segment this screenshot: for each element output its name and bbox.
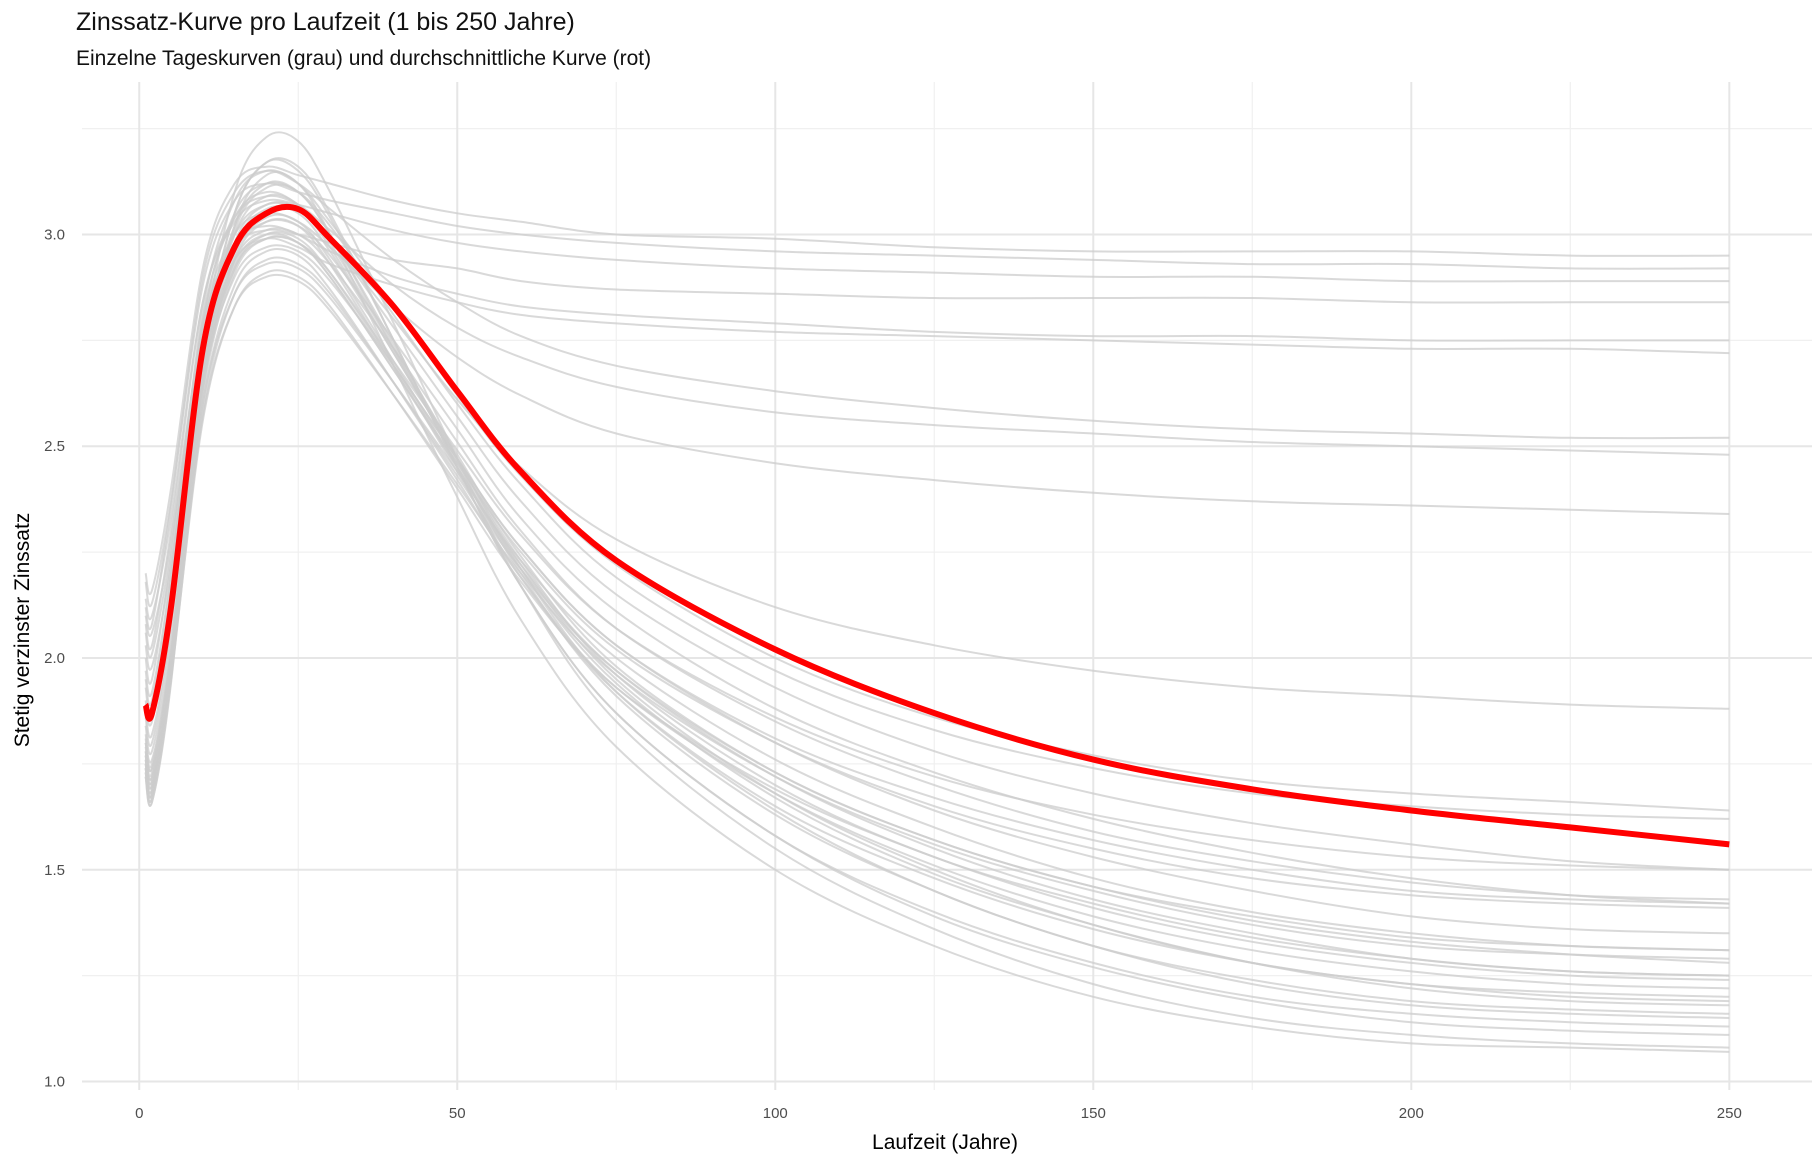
x-tick-label: 100 <box>763 1105 788 1122</box>
daily-curve-line <box>144 131 1730 1049</box>
x-tick-label: 150 <box>1081 1105 1106 1122</box>
x-tick-label: 250 <box>1717 1105 1742 1122</box>
daily-curve-line <box>144 165 1730 595</box>
daily-curve-line <box>144 169 1730 631</box>
x-tick-label: 50 <box>449 1105 466 1122</box>
y-tick-label: 2.0 <box>44 650 65 667</box>
daily-curve-line <box>144 273 1730 960</box>
average-curve-group <box>142 203 1730 848</box>
daily-curves <box>144 131 1730 1053</box>
daily-curve-line <box>144 198 1730 621</box>
daily-curve-line <box>144 200 1730 977</box>
major-gridlines <box>82 82 1812 1090</box>
x-tick-label: 0 <box>135 1105 143 1122</box>
daily-curve-line <box>144 190 1730 710</box>
average-curve-line <box>142 203 1730 848</box>
x-axis-title: Laufzeit (Jahre) <box>872 1131 1018 1154</box>
chart-title: Zinssatz-Kurve pro Laufzeit (1 bis 250 J… <box>76 8 575 36</box>
y-tick-label: 2.5 <box>44 438 65 455</box>
daily-curve-line <box>144 269 1730 981</box>
daily-curve-line <box>144 182 1730 608</box>
y-axis-ticks: 1.0 1.5 2.0 2.5 3.0 <box>44 226 65 1090</box>
y-tick-label: 1.5 <box>44 862 65 879</box>
y-axis-title: Stetig verzinster Zinssatz <box>11 513 34 748</box>
x-axis-ticks: 0 50 100 150 200 250 <box>135 1105 1742 1122</box>
daily-curve-line <box>144 217 1730 998</box>
y-tick-label: 3.0 <box>44 226 65 243</box>
daily-curve-line <box>144 247 1730 990</box>
daily-curve-line <box>144 193 1730 952</box>
daily-curve-line <box>144 171 1730 1053</box>
daily-curve-line <box>144 194 1730 651</box>
daily-curve-line <box>144 218 1730 905</box>
y-tick-label: 1.0 <box>44 1074 65 1091</box>
daily-curve-line <box>144 256 1730 964</box>
chart-subtitle: Einzelne Tageskurven (grau) und durchsch… <box>76 47 652 70</box>
x-tick-label: 200 <box>1399 1105 1424 1122</box>
